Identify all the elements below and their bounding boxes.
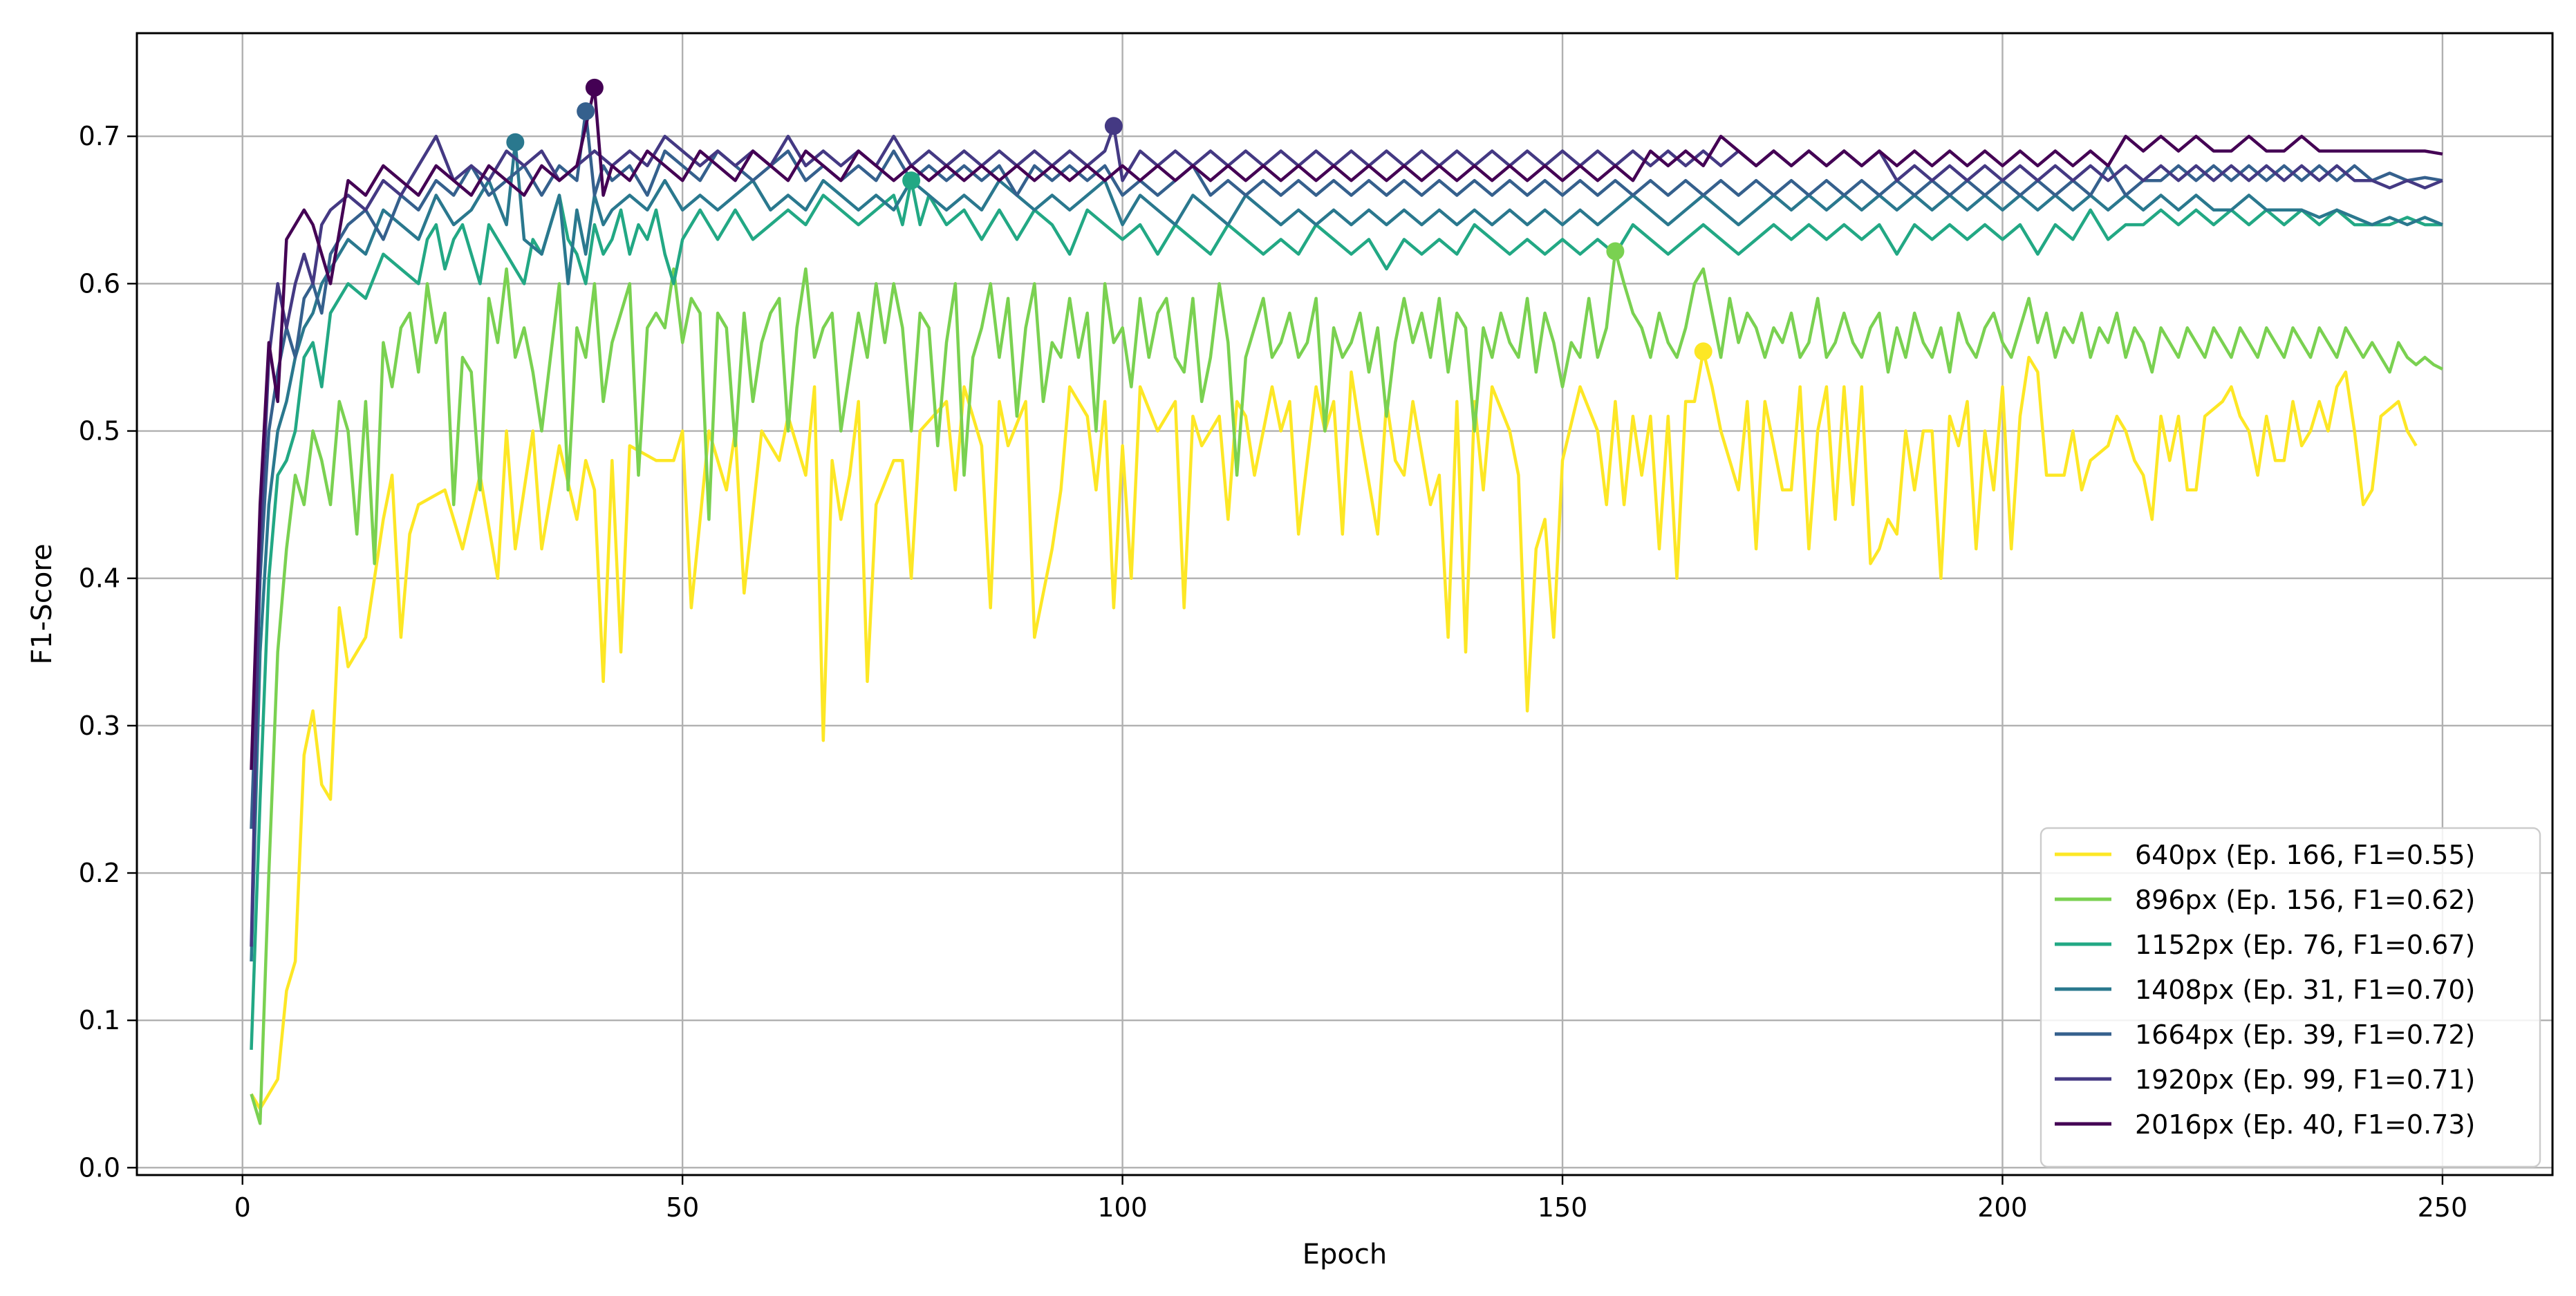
series-line xyxy=(250,350,2418,1111)
y-tick-label: 0.3 xyxy=(79,711,120,741)
x-tick-label: 50 xyxy=(666,1192,699,1223)
best-epoch-marker xyxy=(902,171,921,190)
best-epoch-marker xyxy=(506,133,525,151)
x-tick-label: 100 xyxy=(1097,1192,1148,1223)
y-tick-label: 0.4 xyxy=(79,563,120,594)
y-tick-label: 0.5 xyxy=(79,416,120,447)
best-epoch-marker xyxy=(1694,342,1712,361)
legend-entry-label: 1920px (Ep. 99, F1=0.71) xyxy=(2135,1064,2475,1095)
x-tick-label: 150 xyxy=(1538,1192,1588,1223)
y-tick-label: 0.7 xyxy=(79,121,120,151)
best-epoch-marker xyxy=(1606,242,1625,261)
legend-entry-label: 896px (Ep. 156, F1=0.62) xyxy=(2135,885,2475,915)
axis-ticks: 0 50 100 150 200 250 0.0 0.1 0.2 0.3 0.4 0.5 0.6 0.7 xyxy=(79,121,2468,1223)
x-axis-label: Epoch xyxy=(1303,1239,1387,1270)
best-markers xyxy=(506,78,1712,361)
legend-entry-label: 1152px (Ep. 76, F1=0.67) xyxy=(2135,930,2475,960)
series-lines xyxy=(250,86,2443,1125)
best-epoch-marker xyxy=(577,102,595,120)
series-line xyxy=(250,178,2443,1050)
legend-entry-label: 2016px (Ep. 40, F1=0.73) xyxy=(2135,1109,2475,1140)
series-line xyxy=(250,86,2443,770)
x-tick-label: 0 xyxy=(234,1192,251,1223)
y-axis-label: F1-Score xyxy=(26,544,58,665)
series-line xyxy=(250,140,2443,961)
legend-entry-label: 640px (Ep. 166, F1=0.55) xyxy=(2135,840,2475,870)
y-tick-label: 0.1 xyxy=(79,1005,120,1035)
legend-entry-label: 1408px (Ep. 31, F1=0.70) xyxy=(2135,975,2475,1005)
y-tick-label: 0.6 xyxy=(79,268,120,299)
y-tick-label: 0.2 xyxy=(79,858,120,888)
legend: 640px (Ep. 166, F1=0.55) 896px (Ep. 156, … xyxy=(2040,827,2541,1168)
y-tick-label: 0.0 xyxy=(79,1152,120,1183)
x-tick-label: 200 xyxy=(1977,1192,2028,1223)
x-tick-label: 250 xyxy=(2418,1192,2468,1223)
series-line xyxy=(250,250,2443,1125)
plot-frame xyxy=(136,32,2554,1176)
best-epoch-marker xyxy=(585,78,604,97)
legend-entry-label: 1664px (Ep. 39, F1=0.72) xyxy=(2135,1020,2475,1050)
legend-box xyxy=(2040,827,2541,1168)
best-epoch-marker xyxy=(1104,117,1123,135)
series-line xyxy=(250,109,2443,829)
